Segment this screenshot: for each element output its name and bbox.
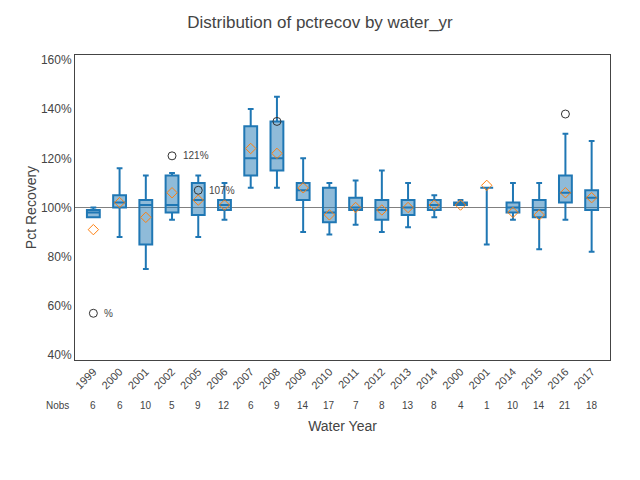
svg-text:2013: 2013	[388, 366, 414, 392]
svg-text:2010: 2010	[309, 366, 335, 392]
svg-text:2001: 2001	[125, 366, 151, 392]
svg-text:2008: 2008	[256, 366, 282, 392]
svg-text:140%: 140%	[41, 102, 72, 116]
svg-text:10: 10	[140, 400, 152, 411]
svg-text:12: 12	[218, 400, 230, 411]
svg-text:40%: 40%	[48, 348, 72, 362]
svg-text:2007: 2007	[230, 366, 256, 392]
svg-text:2002: 2002	[152, 366, 178, 392]
svg-text:7: 7	[353, 400, 359, 411]
svg-text:18: 18	[586, 400, 598, 411]
svg-text:121%: 121%	[183, 150, 209, 161]
svg-text:Water Year: Water Year	[308, 418, 377, 434]
svg-text:2012: 2012	[361, 366, 387, 392]
svg-text:120%: 120%	[41, 152, 72, 166]
svg-text:1: 1	[484, 400, 490, 411]
svg-text:107%: 107%	[209, 185, 235, 196]
svg-text:17: 17	[323, 400, 335, 411]
svg-text:100%: 100%	[41, 201, 72, 215]
svg-text:Nobs: Nobs	[46, 400, 69, 411]
svg-text:160%: 160%	[41, 53, 72, 67]
svg-text:2005: 2005	[178, 366, 204, 392]
svg-text:14: 14	[297, 400, 309, 411]
svg-text:2014: 2014	[414, 366, 440, 392]
svg-text:2000: 2000	[440, 366, 466, 392]
svg-text:2001: 2001	[466, 366, 492, 392]
svg-text:2016: 2016	[545, 366, 571, 392]
svg-text:2009: 2009	[283, 366, 309, 392]
svg-text:2000: 2000	[99, 366, 125, 392]
svg-text:%: %	[104, 308, 113, 319]
svg-text:2011: 2011	[336, 366, 361, 391]
svg-text:13: 13	[402, 400, 414, 411]
svg-text:8: 8	[431, 400, 437, 411]
svg-text:80%: 80%	[48, 250, 72, 264]
svg-text:10: 10	[507, 400, 519, 411]
svg-text:21: 21	[559, 400, 571, 411]
svg-text:2017: 2017	[571, 366, 597, 392]
svg-text:2014: 2014	[492, 366, 518, 392]
svg-text:5: 5	[169, 400, 175, 411]
svg-text:Pct Recovery: Pct Recovery	[23, 166, 39, 249]
svg-text:2006: 2006	[204, 366, 230, 392]
svg-text:6: 6	[90, 400, 96, 411]
svg-text:6: 6	[117, 400, 123, 411]
svg-text:4: 4	[458, 400, 464, 411]
svg-text:2015: 2015	[519, 366, 545, 392]
svg-text:9: 9	[195, 400, 201, 411]
svg-text:9: 9	[274, 400, 280, 411]
svg-text:8: 8	[379, 400, 385, 411]
svg-text:1999: 1999	[73, 366, 99, 392]
svg-text:6: 6	[248, 400, 254, 411]
svg-text:60%: 60%	[48, 299, 72, 313]
svg-text:14: 14	[533, 400, 545, 411]
svg-text:Distribution of pctrecov by wa: Distribution of pctrecov by water_yr	[187, 13, 453, 32]
